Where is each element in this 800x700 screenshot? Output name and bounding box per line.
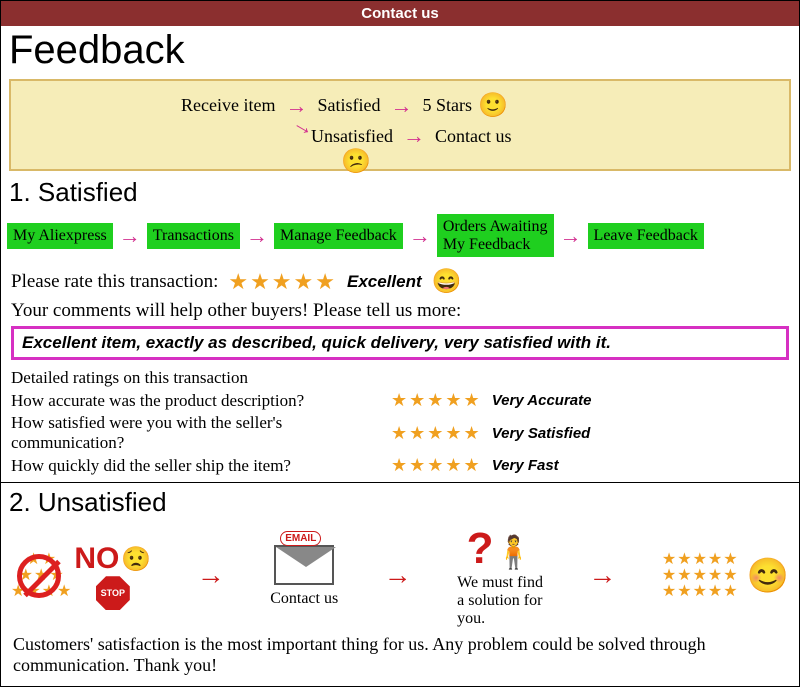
smile-emoji-icon: 😄 xyxy=(432,267,462,296)
step-leave-feedback: Leave Feedback xyxy=(588,223,704,249)
stars-icon: ★★★★★ xyxy=(662,584,739,600)
stars-icon: ★★★★★ xyxy=(228,269,337,295)
header-title: Contact us xyxy=(361,5,439,22)
flow-row-2: Unsatisfied → Contact us xyxy=(311,123,511,149)
contact-cell: EMAIL Contact us xyxy=(270,545,338,608)
stars-icon: ★★★★★ xyxy=(391,423,482,444)
arrow-icon: → xyxy=(556,223,586,249)
email-tag: EMAIL xyxy=(280,531,321,546)
unsatisfied-flow: ★★★★★★★★★ NO 😟 STOP → EMAIL Contact us →… xyxy=(11,524,789,628)
comments-prompt: Your comments will help other buyers! Pl… xyxy=(11,300,789,322)
arrow-red-icon: → xyxy=(588,560,616,592)
arrow-icon: → xyxy=(399,123,429,149)
figure-icon: 🧍 xyxy=(494,533,534,571)
no-text: NO xyxy=(74,542,119,576)
arrow-red-icon: → xyxy=(384,560,412,592)
detailed-heading: Detailed ratings on this transaction xyxy=(11,368,789,388)
result-cell: ★★★★★ ★★★★★ ★★★★★ 😊 xyxy=(662,552,789,600)
answer-2: Very Satisfied xyxy=(492,425,591,442)
question-1: How accurate was the product description… xyxy=(11,391,391,411)
arrow-icon: → xyxy=(242,223,272,249)
happy-emoji-icon: 🙂 xyxy=(478,91,508,120)
question-mark-icon: ? xyxy=(467,524,494,573)
stars-icon: ★★★★★ xyxy=(391,455,482,476)
stop-sign-icon: STOP xyxy=(96,576,130,610)
arrow-icon: → xyxy=(386,93,416,119)
detail-row-2: How satisfied were you with the seller's… xyxy=(11,413,789,453)
unsure-emoji-icon: 😕 xyxy=(341,147,371,176)
footer-text: Customers' satisfaction is the most impo… xyxy=(13,634,787,676)
solution-cell: ?🧍 We must find a solution for you. xyxy=(457,524,543,628)
answer-3: Very Fast xyxy=(492,457,559,474)
comment-box: Excellent item, exactly as described, qu… xyxy=(11,326,789,360)
flow-satisfied: Satisfied xyxy=(317,95,380,116)
page-container: Contact us Feedback Receive item → Satis… xyxy=(0,0,800,687)
no-block: ★★★★★★★★★ NO 😟 STOP xyxy=(11,542,151,610)
envelope-icon xyxy=(274,545,334,585)
contact-label: Contact us xyxy=(270,590,338,608)
stars-icon: ★★★★★ xyxy=(662,552,739,568)
question-3: How quickly did the seller ship the item… xyxy=(11,456,391,476)
arrow-icon: → xyxy=(115,223,145,249)
stars-icon: ★★★★★ xyxy=(662,568,739,584)
question-2: How satisfied were you with the seller's… xyxy=(11,413,391,453)
prohibited-icon xyxy=(17,554,61,598)
stars-icon: ★★★★★ xyxy=(391,390,482,411)
solution-label: We must find a solution for you. xyxy=(457,574,543,628)
rate-line: Please rate this transaction: ★★★★★ Exce… xyxy=(11,267,789,296)
rate-value: Excellent xyxy=(347,272,422,292)
rate-label: Please rate this transaction: xyxy=(11,271,218,293)
section1-heading: 1. Satisfied xyxy=(9,177,791,208)
divider xyxy=(1,482,799,483)
detail-row-1: How accurate was the product description… xyxy=(11,390,789,411)
top-flow-box: Receive item → Satisfied → 5 Stars 🙂 → U… xyxy=(9,79,791,171)
flow-receive: Receive item xyxy=(181,95,275,116)
step-transactions: Transactions xyxy=(147,223,240,249)
section2-heading: 2. Unsatisfied xyxy=(9,487,791,518)
happy-emoji-icon: 😊 xyxy=(747,556,789,596)
step-orders-awaiting: Orders AwaitingMy Feedback xyxy=(437,214,554,257)
page-title: Feedback xyxy=(9,28,791,73)
arrow-icon: → xyxy=(405,223,435,249)
flow-row-1: Receive item → Satisfied → 5 Stars 🙂 xyxy=(181,91,508,120)
header-bar: Contact us xyxy=(1,1,799,26)
flow-unsatisfied: Unsatisfied xyxy=(311,126,393,147)
worried-emoji-icon: 😟 xyxy=(121,545,151,574)
step-manage-feedback: Manage Feedback xyxy=(274,223,403,249)
flow-contact: Contact us xyxy=(435,126,512,147)
step-my-aliexpress: My Aliexpress xyxy=(7,223,113,249)
green-steps-flow: My Aliexpress → Transactions → Manage Fe… xyxy=(7,214,793,257)
detail-row-3: How quickly did the seller ship the item… xyxy=(11,455,789,476)
arrow-red-icon: → xyxy=(197,560,225,592)
answer-1: Very Accurate xyxy=(492,392,592,409)
flow-5stars: 5 Stars xyxy=(422,95,472,116)
